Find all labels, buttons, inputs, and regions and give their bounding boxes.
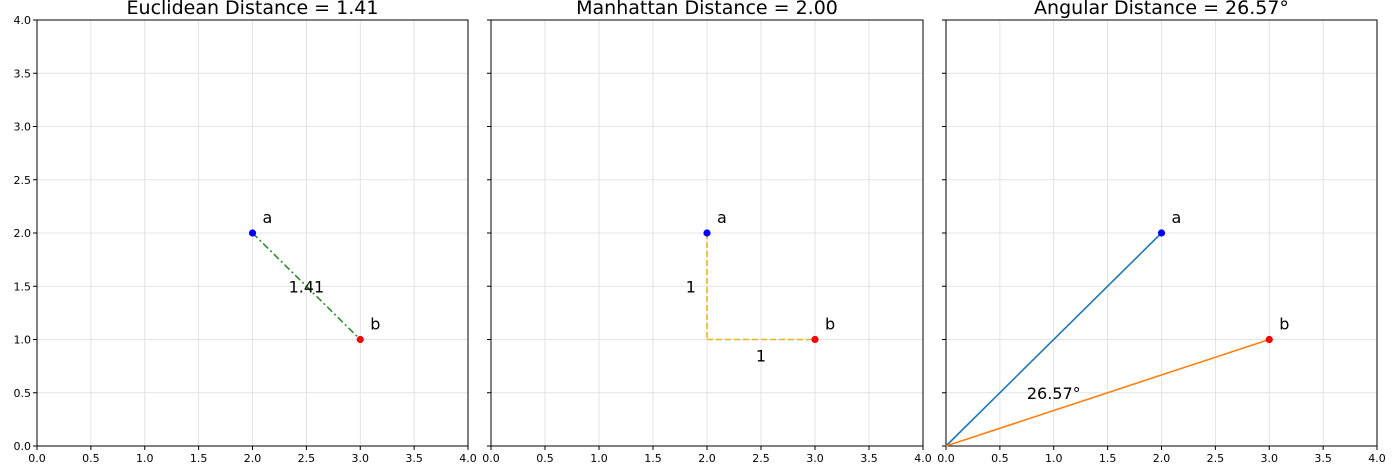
y-tick-label: 2.0 [14, 227, 32, 240]
point-label-b: b [1279, 315, 1289, 334]
x-tick-label: 3.0 [352, 452, 370, 465]
distance-annotation: 1 [756, 346, 766, 365]
chart-title: Manhattan Distance = 2.00 [576, 0, 838, 19]
x-tick-label: 1.0 [136, 452, 154, 465]
y-tick-label: 1.5 [14, 280, 32, 293]
x-tick-label: 4.0 [1368, 452, 1386, 465]
y-tick-label: 4.0 [14, 14, 32, 27]
chart-panel-2: 0.0 0.5 1.0 1.5 2.0 2.5 3.0 3.5 4.0 Manhattan Dis… [482, 0, 932, 465]
x-tick-label: 2.5 [752, 452, 770, 465]
distance-segment [251, 232, 361, 341]
distance-annotation: 1 [686, 277, 696, 296]
y-tick-label: 3.0 [14, 121, 32, 134]
x-tick-label: 1.0 [590, 452, 608, 465]
x-tick-label: 1.5 [644, 452, 662, 465]
x-tick-label: 2.0 [244, 452, 262, 465]
chart-title: Euclidean Distance = 1.41 [127, 0, 379, 19]
point-a [248, 229, 257, 237]
point-label-a: a [263, 208, 273, 227]
x-tick-label: 4.0 [914, 452, 932, 465]
x-tick-label: 1.5 [1099, 452, 1117, 465]
x-tick-label: 1.5 [190, 452, 208, 465]
chart-panel-1: 0.0 0.5 1.0 1.5 2.0 2.5 3.0 3.5 4.0 0.0 0.5 1.0 1.5 2… [14, 0, 477, 465]
x-tick-label: 4.0 [459, 452, 477, 465]
y-tick-label: 2.5 [14, 174, 32, 187]
x-tick-label: 1.0 [1045, 452, 1063, 465]
x-tick-label: 2.5 [1207, 452, 1225, 465]
distance-segment [945, 232, 1163, 447]
point-b [811, 335, 819, 344]
distance-annotation: 26.57° [1027, 384, 1081, 403]
point-label-a: a [1172, 208, 1182, 227]
y-tick-label: 3.5 [14, 67, 32, 80]
point-b [1265, 335, 1273, 344]
x-tick-label: 3.5 [405, 452, 423, 465]
point-label-a: a [717, 208, 727, 227]
point-label-b: b [370, 315, 380, 334]
x-tick-label: 0.0 [482, 452, 500, 465]
x-tick-label: 2.0 [1153, 452, 1171, 465]
x-tick-label: 2.5 [298, 452, 316, 465]
point-b [356, 335, 364, 344]
point-a [1157, 229, 1166, 237]
distance-annotation: 1.41 [289, 277, 325, 296]
y-tick-label: 1.0 [14, 334, 32, 347]
x-tick-label: 3.0 [1261, 452, 1279, 465]
x-tick-label: 3.5 [860, 452, 878, 465]
x-tick-label: 3.0 [806, 452, 824, 465]
point-a [703, 229, 711, 237]
x-tick-label: 0.5 [536, 452, 554, 465]
x-tick-label: 3.5 [1314, 452, 1332, 465]
y-tick-label: 0.5 [14, 387, 32, 400]
x-tick-label: 0.0 [28, 452, 46, 465]
x-tick-label: 2.0 [698, 452, 716, 465]
chart-panel-3: 0.0 0.5 1.0 1.5 2.0 2.5 3.0 3.5 4.0 Angular Dista… [937, 0, 1386, 465]
point-label-b: b [825, 315, 835, 334]
chart-title: Angular Distance = 26.57° [1034, 0, 1289, 19]
x-tick-label: 0.5 [82, 452, 100, 465]
distance-segment [945, 338, 1270, 447]
x-tick-label: 0.0 [937, 452, 955, 465]
y-tick-label: 0.0 [14, 440, 32, 453]
x-tick-label: 0.5 [991, 452, 1009, 465]
